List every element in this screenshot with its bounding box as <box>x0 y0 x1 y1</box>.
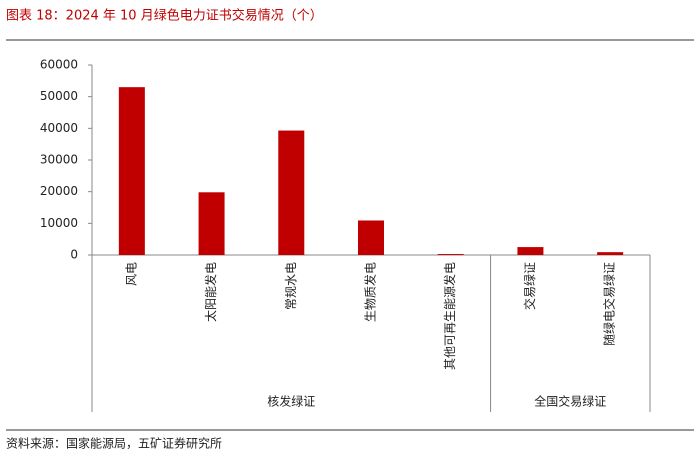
bar <box>358 220 384 255</box>
bar <box>278 130 305 255</box>
bar <box>118 87 145 256</box>
group-label: 全国交易绿证 <box>534 394 606 409</box>
x-tick-label: 随绿电交易绿证 <box>602 262 617 346</box>
group-label: 核发绿证 <box>267 394 315 409</box>
bar <box>198 192 225 255</box>
y-tick-label: 50000 <box>40 89 78 103</box>
source: 资料来源：国家能源局，五矿证券研究所 <box>6 436 222 451</box>
y-tick-label: 10000 <box>40 216 78 230</box>
y-tick-label: 60000 <box>40 58 78 72</box>
y-tick-label: 0 <box>70 248 78 262</box>
chart-title: 图表 18：2024 年 10 月绿色电力证书交易情况（个） <box>6 8 323 24</box>
x-tick-label: 交易绿证 <box>522 262 537 310</box>
bar <box>517 247 544 255</box>
x-tick-label: 生物质发电 <box>363 262 378 322</box>
bar <box>597 252 624 255</box>
y-tick-label: 30000 <box>40 153 78 167</box>
y-tick-label: 40000 <box>40 121 78 135</box>
x-tick-label: 风电 <box>124 262 138 286</box>
x-tick-label: 其他可再生能源发电 <box>442 262 457 370</box>
bar <box>437 254 464 255</box>
y-tick-label: 20000 <box>40 184 78 198</box>
x-tick-label: 常规水电 <box>283 262 298 310</box>
x-tick-label: 太阳能发电 <box>203 262 218 322</box>
